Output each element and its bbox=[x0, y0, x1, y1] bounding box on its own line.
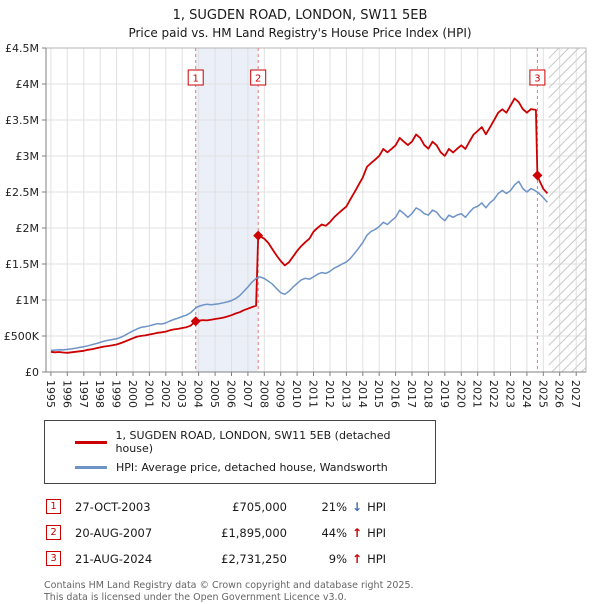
svg-text:£2.5M: £2.5M bbox=[5, 186, 39, 199]
svg-text:3: 3 bbox=[534, 74, 540, 85]
transaction-hpi-arrow: ↓ bbox=[352, 499, 363, 514]
property-price-line bbox=[50, 97, 549, 354]
svg-text:2014: 2014 bbox=[356, 380, 369, 408]
transaction-hpi-arrow: ↑ bbox=[352, 525, 363, 540]
svg-text:1997: 1997 bbox=[77, 380, 90, 408]
transaction-marker-diamond bbox=[253, 230, 264, 241]
svg-text:2007: 2007 bbox=[241, 380, 254, 408]
transaction-hpi-label: HPI bbox=[367, 525, 387, 540]
svg-text:£1.5M: £1.5M bbox=[5, 258, 39, 271]
svg-text:2024: 2024 bbox=[520, 380, 533, 408]
transaction-hpi-label: HPI bbox=[367, 551, 387, 566]
svg-text:2006: 2006 bbox=[225, 380, 238, 408]
svg-text:2003: 2003 bbox=[175, 380, 188, 408]
transaction-number-box bbox=[187, 69, 204, 86]
svg-text:2026: 2026 bbox=[553, 380, 566, 408]
transaction-hpi-pct: 21% bbox=[321, 499, 347, 514]
transaction-number-badge: 1 bbox=[46, 499, 61, 515]
hpi-line bbox=[50, 180, 548, 352]
svg-text:2012: 2012 bbox=[323, 380, 336, 408]
footer-line-1: Contains HM Land Registry data © Crown c… bbox=[44, 579, 414, 591]
svg-text:2005: 2005 bbox=[208, 380, 221, 408]
transaction-number-box bbox=[529, 69, 546, 86]
transaction-hpi-delta: 9% ↑ HPI bbox=[317, 552, 386, 566]
svg-text:2019: 2019 bbox=[438, 380, 451, 408]
svg-text:1: 1 bbox=[193, 74, 199, 85]
hpi-line-swatch bbox=[75, 466, 107, 470]
ownership-period-band bbox=[195, 48, 259, 372]
transaction-price: £2,731,250 bbox=[221, 551, 287, 566]
svg-text:£3M: £3M bbox=[16, 150, 40, 163]
transaction-price: £705,000 bbox=[232, 499, 287, 514]
footer-copyright: Contains HM Land Registry data © Crown c… bbox=[44, 580, 600, 604]
svg-text:2018: 2018 bbox=[421, 380, 434, 408]
svg-text:2013: 2013 bbox=[339, 380, 352, 408]
transaction-date: 20-AUG-2007 bbox=[75, 525, 153, 540]
legend-label-hpi: HPI: Average price, detached house, Wand… bbox=[116, 461, 388, 475]
legend: 1, SUGDEN ROAD, LONDON, SW11 5EB (detach… bbox=[44, 420, 436, 484]
transaction-hpi-delta: 21% ↓ HPI bbox=[317, 500, 386, 514]
transaction-hpi-pct: 44% bbox=[321, 525, 347, 540]
transaction-hpi-delta: 44% ↑ HPI bbox=[317, 526, 386, 540]
svg-text:2022: 2022 bbox=[487, 380, 500, 408]
svg-text:2002: 2002 bbox=[159, 380, 172, 408]
svg-text:2015: 2015 bbox=[372, 380, 385, 408]
svg-text:2023: 2023 bbox=[504, 380, 517, 408]
svg-text:£4.5M: £4.5M bbox=[5, 42, 39, 55]
transaction-hpi-arrow: ↑ bbox=[352, 551, 363, 566]
future-hatched-region bbox=[548, 48, 586, 372]
transaction-price: £1,895,000 bbox=[221, 525, 287, 540]
transaction-hpi-pct: 9% bbox=[328, 551, 347, 566]
legend-label-property: 1, SUGDEN ROAD, LONDON, SW11 5EB (detach… bbox=[115, 429, 391, 456]
transaction-marker-diamond bbox=[532, 170, 543, 181]
svg-text:2020: 2020 bbox=[454, 380, 467, 408]
svg-text:2009: 2009 bbox=[274, 380, 287, 408]
svg-text:2008: 2008 bbox=[257, 380, 270, 408]
svg-text:2004: 2004 bbox=[192, 380, 205, 408]
svg-text:2011: 2011 bbox=[307, 380, 320, 408]
transaction-row-1: 1 27-OCT-2003 £705,000 21% ↓ HPI bbox=[46, 494, 600, 520]
transaction-marker-diamond bbox=[190, 316, 201, 327]
svg-text:1995: 1995 bbox=[44, 380, 57, 408]
property-line-swatch bbox=[75, 440, 107, 444]
svg-text:£0: £0 bbox=[25, 366, 39, 379]
svg-text:2016: 2016 bbox=[389, 380, 402, 408]
svg-text:2001: 2001 bbox=[142, 380, 155, 408]
svg-text:1996: 1996 bbox=[60, 380, 73, 408]
transaction-number-badge: 2 bbox=[46, 525, 61, 541]
svg-text:2017: 2017 bbox=[405, 380, 418, 408]
transaction-row-3: 3 21-AUG-2024 £2,731,250 9% ↑ HPI bbox=[46, 546, 600, 572]
svg-text:£3.5M: £3.5M bbox=[5, 114, 39, 127]
page-subtitle: Price paid vs. HM Land Registry's House … bbox=[128, 26, 472, 40]
svg-text:2025: 2025 bbox=[536, 380, 549, 408]
svg-text:£500K: £500K bbox=[4, 330, 40, 343]
legend-item-property: 1, SUGDEN ROAD, LONDON, SW11 5EB (detach… bbox=[53, 426, 427, 458]
transaction-number-box bbox=[250, 69, 267, 86]
svg-text:2021: 2021 bbox=[471, 380, 484, 408]
price-history-chart: 1 2 3 £0 £500K £1M £1.5M £2M £2.5M £3M £3.5M £4M £4.… bbox=[0, 42, 600, 418]
legend-item-hpi: HPI: Average price, detached house, Wand… bbox=[53, 458, 427, 477]
svg-text:£1M: £1M bbox=[16, 294, 40, 307]
transaction-number-badge: 3 bbox=[46, 551, 61, 567]
transaction-date: 21-AUG-2024 bbox=[75, 551, 153, 566]
svg-text:2010: 2010 bbox=[290, 380, 303, 408]
svg-text:1998: 1998 bbox=[93, 380, 106, 408]
transaction-row-2: 2 20-AUG-2007 £1,895,000 44% ↑ HPI bbox=[46, 520, 600, 546]
svg-text:2: 2 bbox=[255, 74, 261, 85]
page: 1, SUGDEN ROAD, LONDON, SW11 5EB Price p… bbox=[0, 8, 600, 604]
svg-text:2027: 2027 bbox=[569, 380, 582, 408]
footer-line-2: This data is licensed under the Open Gov… bbox=[44, 591, 347, 603]
svg-text:£2M: £2M bbox=[16, 222, 40, 235]
svg-text:1999: 1999 bbox=[110, 380, 123, 408]
transactions-list: 1 27-OCT-2003 £705,000 21% ↓ HPI 2 20-AU… bbox=[46, 494, 600, 572]
transaction-date: 27-OCT-2003 bbox=[75, 499, 151, 514]
transaction-hpi-label: HPI bbox=[367, 499, 387, 514]
page-title: 1, SUGDEN ROAD, LONDON, SW11 5EB bbox=[172, 8, 428, 23]
svg-text:£4M: £4M bbox=[16, 78, 40, 91]
svg-text:2000: 2000 bbox=[126, 380, 139, 408]
